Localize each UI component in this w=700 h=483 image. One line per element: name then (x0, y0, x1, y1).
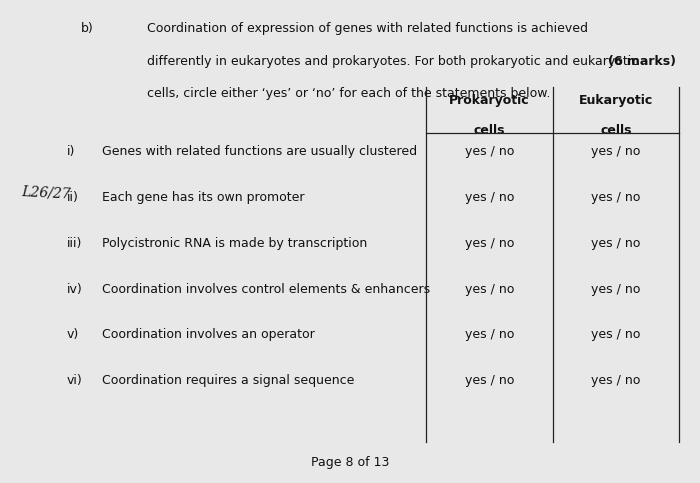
Text: i): i) (66, 145, 75, 158)
Text: Coordination requires a signal sequence: Coordination requires a signal sequence (102, 374, 354, 387)
Text: Page 8 of 13: Page 8 of 13 (311, 455, 389, 469)
Text: cells: cells (601, 124, 631, 137)
Text: Polycistronic RNA is made by transcription: Polycistronic RNA is made by transcripti… (102, 237, 367, 250)
Text: yes / no: yes / no (465, 328, 514, 341)
Text: Eukaryotic: Eukaryotic (579, 94, 653, 107)
Text: Coordination of expression of genes with related functions is achieved: Coordination of expression of genes with… (147, 22, 588, 35)
Text: yes / no: yes / no (592, 374, 640, 387)
Text: Prokaryotic: Prokaryotic (449, 94, 530, 107)
Text: cells, circle either ‘yes’ or ‘no’ for each of the statements below.: cells, circle either ‘yes’ or ‘no’ for e… (147, 87, 550, 100)
Text: yes / no: yes / no (592, 237, 640, 250)
Text: ii): ii) (66, 191, 78, 204)
Text: cells: cells (474, 124, 505, 137)
Text: Each gene has its own promoter: Each gene has its own promoter (102, 191, 304, 204)
Text: yes / no: yes / no (465, 374, 514, 387)
Text: differently in eukaryotes and prokaryotes. For both prokaryotic and eukaryotic: differently in eukaryotes and prokaryote… (147, 55, 638, 68)
Text: yes / no: yes / no (592, 145, 640, 158)
Text: yes / no: yes / no (592, 191, 640, 204)
Text: L26/27: L26/27 (21, 185, 71, 201)
Text: yes / no: yes / no (592, 328, 640, 341)
Text: Coordination involves control elements & enhancers: Coordination involves control elements &… (102, 283, 430, 296)
Text: yes / no: yes / no (592, 283, 640, 296)
Text: yes / no: yes / no (465, 191, 514, 204)
Text: yes / no: yes / no (465, 283, 514, 296)
Text: v): v) (66, 328, 78, 341)
Text: yes / no: yes / no (465, 145, 514, 158)
Text: Coordination involves an operator: Coordination involves an operator (102, 328, 314, 341)
Text: iii): iii) (66, 237, 82, 250)
Text: vi): vi) (66, 374, 83, 387)
Text: iv): iv) (66, 283, 83, 296)
Text: Genes with related functions are usually clustered: Genes with related functions are usually… (102, 145, 416, 158)
Text: (6 marks): (6 marks) (608, 55, 676, 68)
Text: yes / no: yes / no (465, 237, 514, 250)
Text: b): b) (80, 22, 93, 35)
